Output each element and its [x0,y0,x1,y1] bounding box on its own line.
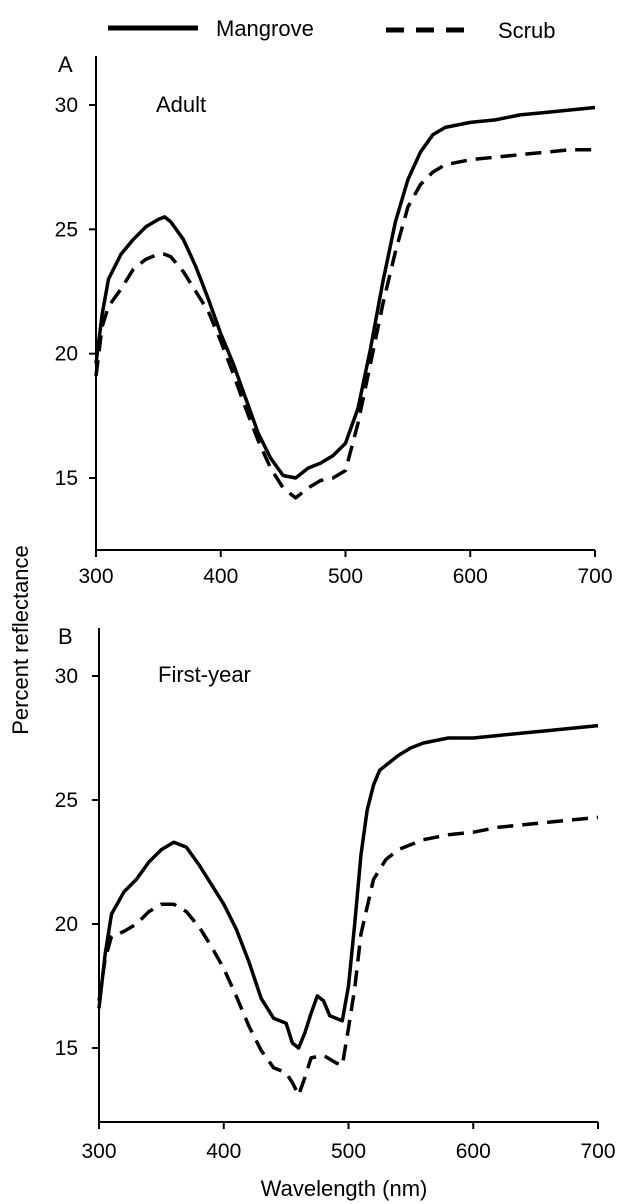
x-tick-label: 600 [453,565,488,588]
x-tick-label: 400 [206,1140,241,1163]
panel-letter-b: B [58,624,73,649]
x-tick-label: 700 [580,1140,615,1163]
y-tick-label: 20 [55,913,78,936]
series-line-mangrove [97,723,599,1050]
x-tick-label: 500 [328,565,363,588]
x-tick-label: 500 [331,1140,366,1163]
series-line-scrub [97,815,599,1097]
y-tick-label: 30 [55,94,78,117]
y-tick-label: 30 [55,665,78,688]
y-axis-title: Percent reflectance [8,545,33,735]
panel-a: 300 400 500 600 700 15 20 25 30 A Adult [55,52,613,588]
x-tick-label: 300 [78,565,113,588]
x-tick-label: 400 [203,565,238,588]
series-line-scrub [94,148,595,500]
y-tick-label: 20 [55,343,78,366]
y-tick-label: 15 [55,1037,78,1060]
legend-label-mangrove: Mangrove [216,16,314,41]
x-tick-label: 700 [577,565,612,588]
x-tick-label: 600 [456,1140,491,1163]
legend: Mangrove Scrub [108,16,555,43]
panel-annotation-adult: Adult [156,92,206,117]
y-tick-label: 15 [55,467,78,490]
series-line-mangrove [94,105,596,480]
y-tick-label: 25 [55,218,78,241]
y-tick-label: 25 [55,789,78,812]
x-axis-title: Wavelength (nm) [261,1176,428,1201]
panel-b: 300 400 500 600 700 15 20 25 30 B First-year [55,624,616,1163]
panel-letter-a: A [58,52,73,77]
x-tick-label: 300 [81,1140,116,1163]
legend-label-scrub: Scrub [498,18,555,43]
panel-annotation-first-year: First-year [158,662,251,687]
